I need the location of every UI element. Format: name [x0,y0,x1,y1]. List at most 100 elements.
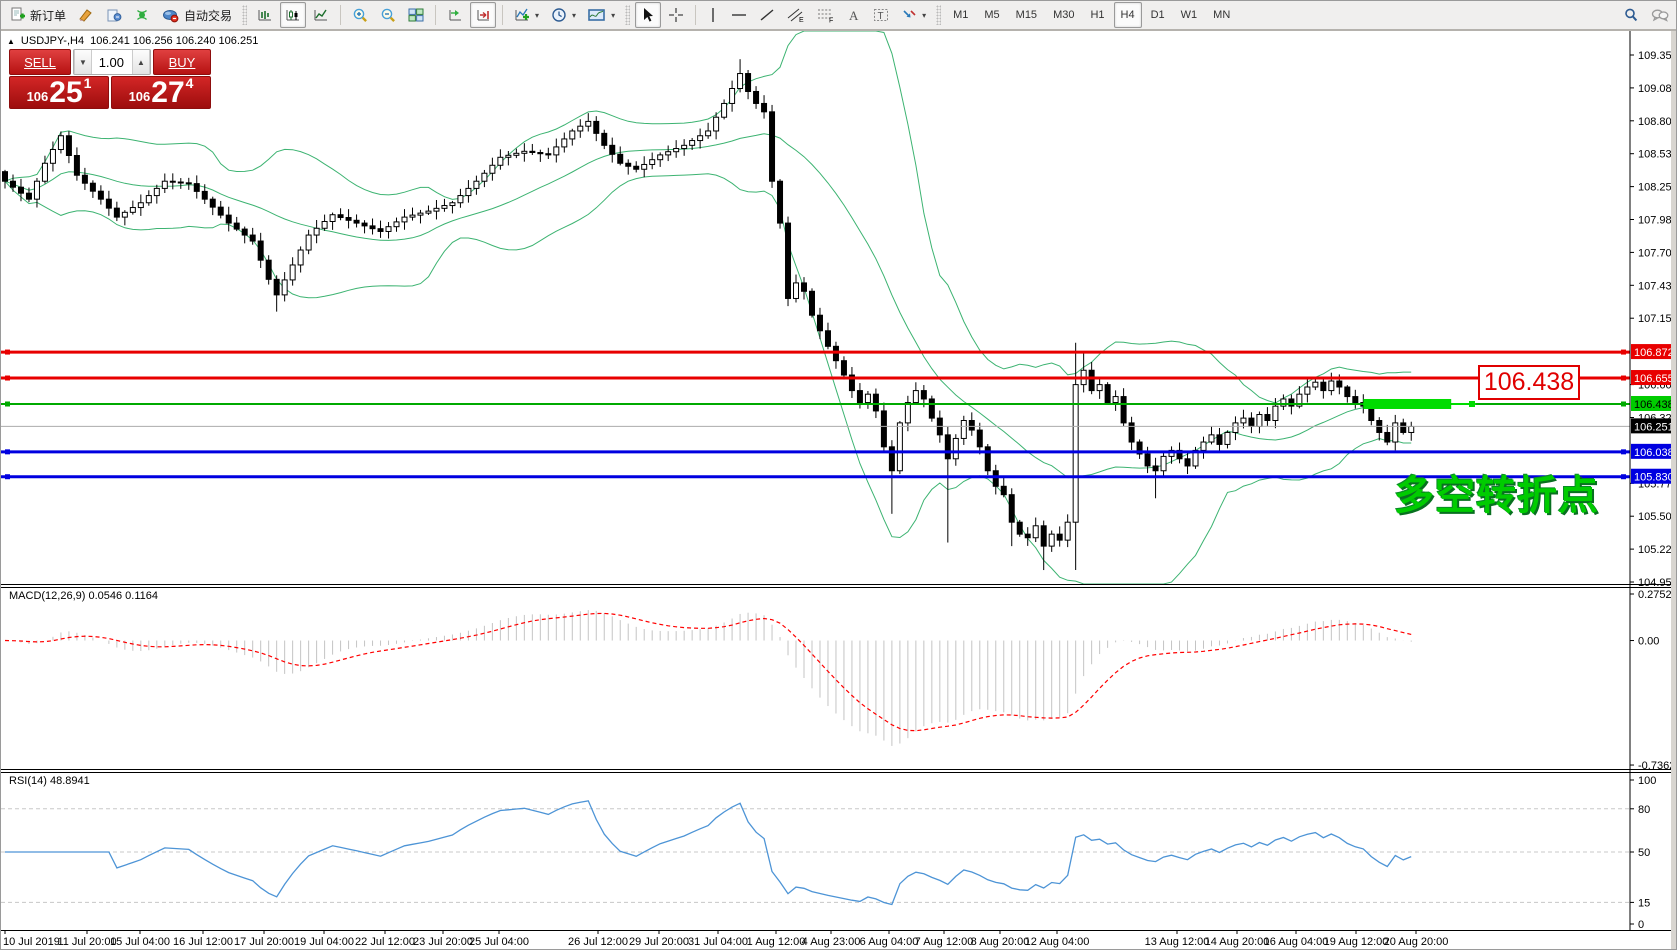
trendline-icon [760,9,774,21]
candle-body [1160,455,1167,472]
toolbar-grip[interactable] [936,5,942,25]
candle-body [1024,533,1031,539]
candle-body [1408,425,1415,433]
fibonacci-tool-button[interactable]: F [812,2,840,28]
search-button[interactable] [1618,2,1644,28]
candle-body [1152,465,1159,472]
candle-body [649,159,656,165]
candle-body [241,228,248,236]
timeframe-m30-button[interactable]: M30 [1053,9,1075,21]
templates-button[interactable]: ▾ [583,2,620,28]
volume-increase-button[interactable]: ▲ [132,50,150,74]
timeframe-m1-button[interactable]: M1 [953,9,969,21]
timeframe-m5-button[interactable]: M5 [984,9,1000,21]
svg-text:104.950: 104.950 [1638,577,1677,589]
svg-text:0.2752: 0.2752 [1638,589,1672,601]
chart-autoscroll-button[interactable] [470,2,497,28]
candle-body [25,192,32,200]
horizontal-line-tool-button[interactable] [726,2,752,28]
toolbar-grip[interactable] [625,5,631,25]
candle-body [737,73,744,89]
arrows-tool-button[interactable]: ▾ [896,2,931,28]
candle-body [840,360,847,376]
svg-text:15: 15 [1638,897,1650,909]
candlestick-icon [286,10,300,21]
level-handle[interactable] [1621,375,1626,381]
candle-body [465,187,472,197]
vertical-line-tool-button[interactable] [702,2,724,28]
tile-windows-icon [408,8,424,22]
buy-button[interactable]: BUY [153,49,211,75]
chart-canvas[interactable]: 109.355 109.080 108.805 108.530 108.255 107.9… [1,31,1677,950]
text-label-tool-button[interactable]: T [868,2,894,28]
zoom-in-button[interactable] [347,2,373,28]
timeframe-h1-button[interactable]: H1 [1090,9,1105,21]
trendline-tool-button[interactable] [754,2,780,28]
buy-price-display[interactable]: 106 27 4 [111,76,211,109]
timeframe-h4-button[interactable]: H4 [1113,2,1142,28]
price-callout[interactable]: 106.438 [1478,365,1580,400]
level-handle[interactable] [5,401,10,407]
timeframe-d1-button[interactable]: D1 [1150,9,1165,21]
level-handle[interactable] [1621,474,1626,480]
candle-body [1392,422,1399,443]
buy-price-prefix: 106 [128,89,151,104]
svg-text:29 Jul 20:00: 29 Jul 20:00 [629,936,689,948]
chart-area[interactable]: 109.355 109.080 108.805 108.530 108.255 107.9… [1,31,1677,950]
candle-body [345,217,352,221]
profiles-button[interactable] [101,2,127,28]
timeframe-mn-button[interactable]: MN [1213,9,1231,21]
level-handle[interactable] [5,474,10,480]
sell-price-display[interactable]: 106 25 1 [9,76,109,109]
chart-shift-button[interactable] [442,2,468,28]
equidistant-channel-tool-button[interactable]: E [782,2,810,28]
crosshair-tool-button[interactable] [663,2,689,28]
candle-body [912,390,919,404]
tile-windows-button[interactable] [403,2,429,28]
level-handle[interactable] [5,349,10,355]
timeframe-w1-button[interactable]: W1 [1180,9,1198,21]
highlighter-button[interactable] [73,2,99,28]
sell-button[interactable]: SELL [9,49,71,75]
candle-body [673,148,680,153]
candle-body [49,149,56,164]
candle-body [1056,533,1063,541]
svg-text:109.355: 109.355 [1638,50,1677,62]
level-handle[interactable] [5,449,10,455]
text-tool-button[interactable]: A [842,2,866,28]
indicators-button[interactable]: ▾ [509,2,544,28]
broadcast-icon [137,9,147,21]
chart-shift-icon [449,10,462,21]
candle-body [433,207,440,212]
level-handle[interactable] [1621,401,1626,407]
new-order-button[interactable]: 新订单 [5,2,71,28]
line-chart-button[interactable] [308,2,334,28]
candle-body [121,211,128,218]
candlestick-button[interactable] [280,2,307,28]
bar-chart-button[interactable] [252,2,278,28]
timeframe-m15-button[interactable]: M15 [1015,9,1038,21]
periods-button[interactable]: ▾ [546,2,581,28]
chat-button[interactable] [1646,2,1674,28]
candle-body [129,207,136,213]
level-handle[interactable] [5,375,10,381]
candle-body [1280,398,1287,407]
svg-text:105.830: 105.830 [1634,472,1674,484]
cursor-tool-button[interactable] [635,2,662,28]
window-edge [1671,31,1676,949]
volume-decrease-button[interactable]: ▼ [74,50,92,74]
level-handle[interactable] [1621,449,1626,455]
broadcast-button[interactable] [129,2,155,28]
symbol-title: ▲ USDJPY-,H4 106.241 106.256 106.240 106… [7,35,258,47]
candle-body [1248,417,1255,427]
toolbar-grip[interactable] [242,5,248,25]
candle-body [1144,453,1151,467]
level-handle[interactable] [1621,349,1626,355]
candle-body [1384,431,1391,443]
zoom-out-button[interactable] [375,2,401,28]
green-zone-segment[interactable] [1363,398,1452,409]
volume-value[interactable]: 1.00 [98,54,124,70]
collapse-triangle-icon[interactable]: ▲ [7,36,15,46]
autotrade-button[interactable]: 自动交易 [157,2,237,28]
